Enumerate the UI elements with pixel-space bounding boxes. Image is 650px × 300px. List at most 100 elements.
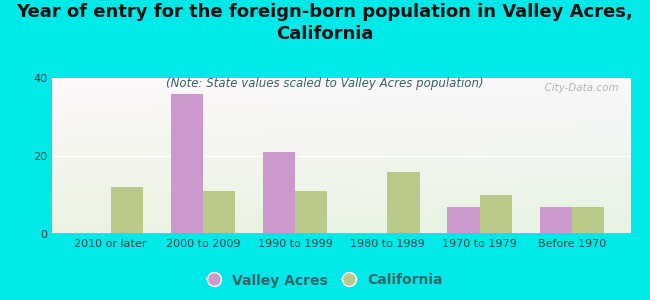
Bar: [428, 78, 436, 234]
Bar: [413, 78, 421, 234]
Bar: [52, 146, 630, 148]
Bar: [110, 78, 117, 234]
Bar: [52, 176, 630, 177]
Bar: [52, 121, 630, 123]
Bar: [573, 78, 580, 234]
Bar: [233, 78, 240, 234]
Bar: [247, 78, 255, 234]
Bar: [52, 78, 630, 80]
Bar: [52, 222, 630, 224]
Bar: [203, 191, 235, 234]
Bar: [52, 78, 59, 234]
Bar: [168, 78, 175, 234]
Bar: [447, 207, 480, 234]
Bar: [594, 78, 601, 234]
Bar: [283, 78, 291, 234]
Bar: [52, 201, 630, 203]
Bar: [52, 82, 630, 84]
Bar: [52, 103, 630, 105]
Bar: [204, 78, 211, 234]
Bar: [334, 78, 341, 234]
Bar: [111, 187, 143, 234]
Bar: [59, 78, 66, 234]
Bar: [52, 92, 630, 94]
Bar: [276, 78, 283, 234]
Bar: [211, 78, 218, 234]
Bar: [305, 78, 312, 234]
Bar: [117, 78, 124, 234]
Bar: [240, 78, 247, 234]
Bar: [52, 197, 630, 199]
Bar: [52, 115, 630, 117]
Bar: [52, 84, 630, 86]
Bar: [616, 78, 623, 234]
Bar: [298, 78, 305, 234]
Bar: [387, 172, 420, 234]
Bar: [551, 78, 558, 234]
Bar: [52, 129, 630, 131]
Legend: Valley Acres, California: Valley Acres, California: [202, 268, 448, 293]
Bar: [52, 136, 630, 138]
Bar: [601, 78, 609, 234]
Bar: [486, 78, 493, 234]
Bar: [52, 144, 630, 146]
Bar: [52, 183, 630, 185]
Bar: [480, 195, 512, 234]
Bar: [66, 78, 73, 234]
Bar: [269, 78, 276, 234]
Bar: [52, 218, 630, 220]
Text: (Note: State values scaled to Valley Acres population): (Note: State values scaled to Valley Acr…: [166, 76, 484, 89]
Bar: [52, 107, 630, 109]
Bar: [421, 78, 428, 234]
Bar: [52, 214, 630, 217]
Bar: [52, 156, 630, 158]
Bar: [52, 228, 630, 230]
Bar: [536, 78, 543, 234]
Bar: [327, 78, 334, 234]
Bar: [52, 101, 630, 103]
Bar: [295, 191, 328, 234]
Bar: [52, 220, 630, 222]
Bar: [464, 78, 471, 234]
Bar: [580, 78, 587, 234]
Bar: [52, 86, 630, 88]
Bar: [370, 78, 378, 234]
Bar: [363, 78, 370, 234]
Text: City-Data.com: City-Data.com: [538, 83, 619, 93]
Bar: [52, 209, 630, 211]
Bar: [52, 94, 630, 95]
Bar: [52, 133, 630, 134]
Bar: [255, 78, 262, 234]
Bar: [52, 189, 630, 191]
Bar: [508, 78, 515, 234]
Bar: [52, 152, 630, 154]
Bar: [88, 78, 96, 234]
Bar: [52, 162, 630, 164]
Bar: [96, 78, 103, 234]
Bar: [471, 78, 478, 234]
Bar: [378, 78, 385, 234]
Bar: [52, 98, 630, 99]
Bar: [52, 127, 630, 129]
Bar: [348, 78, 356, 234]
Bar: [52, 195, 630, 197]
Bar: [124, 78, 131, 234]
Bar: [52, 173, 630, 175]
Bar: [52, 212, 630, 214]
Bar: [52, 142, 630, 144]
Bar: [399, 78, 406, 234]
Bar: [196, 78, 204, 234]
Bar: [291, 78, 298, 234]
Bar: [52, 158, 630, 160]
Bar: [52, 90, 630, 92]
Bar: [52, 160, 630, 162]
Bar: [450, 78, 457, 234]
Bar: [263, 152, 295, 234]
Bar: [436, 78, 443, 234]
Bar: [52, 224, 630, 226]
Bar: [500, 78, 508, 234]
Bar: [522, 78, 529, 234]
Bar: [52, 119, 630, 121]
Bar: [52, 177, 630, 179]
Bar: [138, 78, 146, 234]
